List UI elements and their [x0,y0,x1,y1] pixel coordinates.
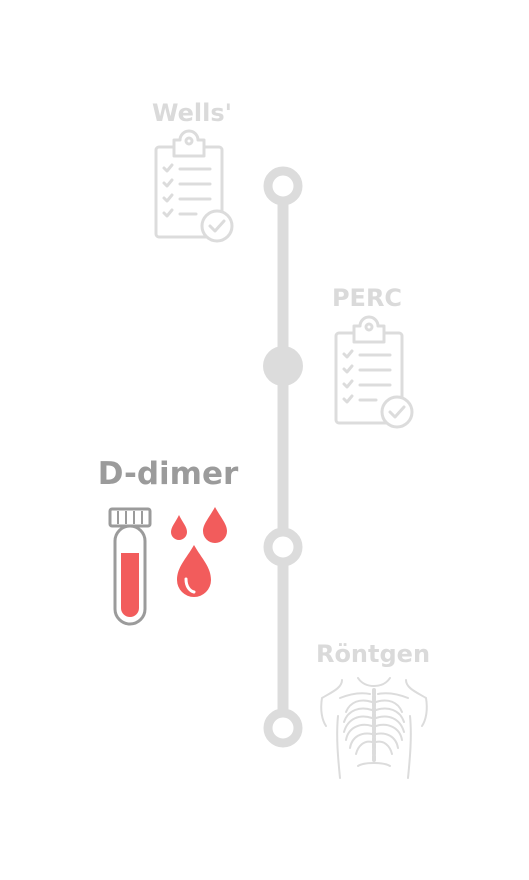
timeline-node-ddimer [263,527,303,567]
step-label-rontgen: Röntgen [315,640,431,668]
timeline-node-perc [263,346,303,386]
step-label-ddimer: D-dimer [97,456,239,492]
step-label-perc: PERC [331,284,403,312]
timeline-node-wells [263,166,303,206]
step-label-wells: Wells' [152,99,232,127]
blood-test-tube-icon [108,507,227,626]
blood-drop-small [171,515,187,540]
chest-xray-icon [320,677,428,779]
timeline-node-rontgen [263,708,303,748]
blood-drop-medium [203,507,227,543]
blood-drop-large [177,545,211,597]
clipboard-checklist-icon [154,129,234,243]
clipboard-checklist-icon [334,315,414,429]
